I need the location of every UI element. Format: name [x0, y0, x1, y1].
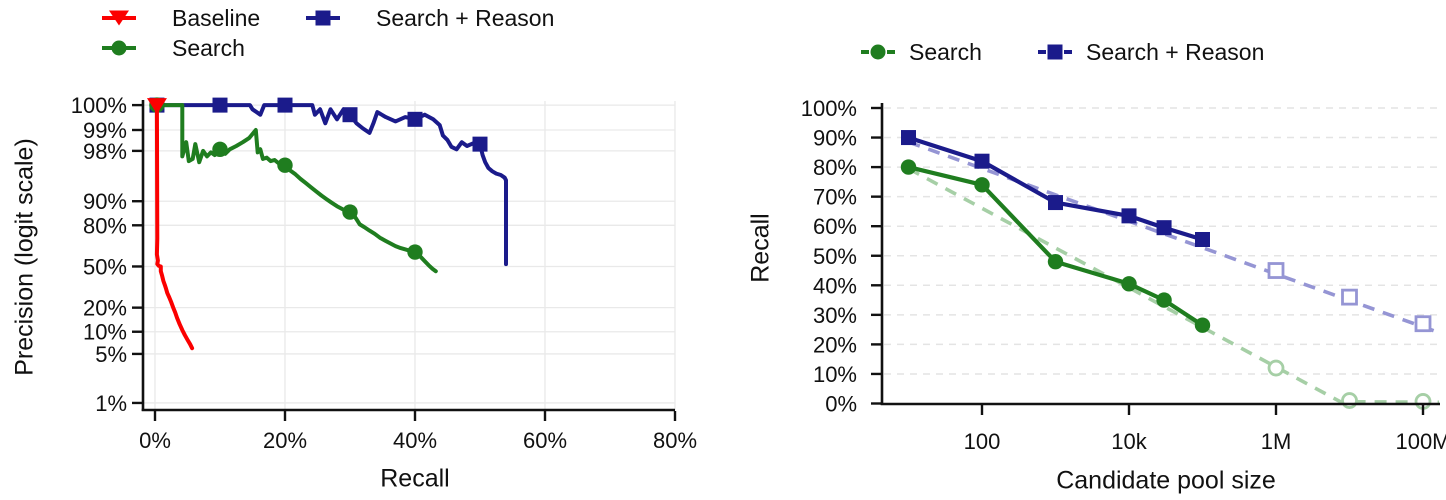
right-y-tick-label: 50% — [813, 244, 857, 269]
legend-label: Search + Reason — [1086, 38, 1265, 65]
circle-marker — [900, 159, 917, 175]
right-x-tick-label: 100 — [964, 429, 1001, 454]
left-y-tick-label: 99% — [83, 118, 127, 143]
open-circle-marker — [1341, 392, 1358, 409]
legend-label: Search — [172, 34, 245, 61]
right-y-tick-label: 80% — [813, 155, 857, 180]
right-y-tick-label: 30% — [813, 303, 857, 328]
circle-marker — [1047, 253, 1064, 270]
square-marker — [1121, 208, 1137, 224]
right-y-tick-label: 40% — [813, 273, 857, 298]
series-line-search — [154, 103, 438, 274]
open-square-marker — [1267, 262, 1285, 279]
right-y-tick-label: 60% — [813, 214, 857, 239]
legend-item-search: Search — [102, 33, 245, 63]
left-y-tick-label: 5% — [95, 342, 127, 367]
right-y-axis-title: Recall — [746, 213, 775, 283]
legend-item-baseline: Baseline — [102, 3, 260, 33]
series-line-search-reason — [154, 103, 508, 267]
left-x-tick-label: 20% — [263, 428, 307, 453]
right-y-tick-label: 20% — [813, 332, 857, 357]
search-legend-marker-icon — [861, 41, 895, 63]
right-x-tick-label: 100M — [1395, 429, 1446, 454]
right-y-tick-label: 90% — [813, 126, 857, 151]
circle-marker — [1194, 317, 1211, 333]
search-reason-legend-marker-icon — [306, 7, 340, 29]
baseline-legend-marker-icon — [102, 7, 136, 29]
circle-marker — [974, 177, 990, 193]
legend-item-search-reason: Search + Reason — [306, 3, 554, 33]
right-y-tick-label: 0% — [825, 392, 857, 417]
right-x-axis-title: Candidate pool size — [1056, 466, 1276, 495]
left-y-tick-label: 10% — [83, 320, 127, 345]
right-x-tick-label: 10k — [1111, 429, 1147, 454]
left-y-axis-title: Precision (logit scale) — [10, 138, 39, 376]
circle-icon — [111, 40, 127, 56]
series-line-baseline — [154, 103, 195, 351]
legend-label: Baseline — [172, 4, 261, 31]
left-y-tick-label: 90% — [83, 189, 127, 214]
left-x-axis-title: Recall — [380, 464, 450, 493]
legend-label: Search + Reason — [376, 4, 555, 31]
legend-label: Search — [909, 38, 982, 65]
left-y-tick-label: 80% — [83, 213, 127, 238]
open-square-marker — [1341, 288, 1358, 306]
open-square-marker — [1414, 315, 1432, 333]
square-marker — [407, 111, 423, 127]
square-marker — [1048, 195, 1063, 211]
circle-marker — [342, 204, 358, 220]
legend-item-search-right: Search — [861, 37, 982, 67]
square-marker — [974, 153, 990, 169]
left-y-tick-label: 100% — [71, 93, 127, 118]
circle-icon — [870, 44, 886, 60]
open-circle-marker — [1267, 359, 1285, 377]
square-icon — [1047, 44, 1063, 60]
left-x-tick-label: 60% — [523, 428, 567, 453]
right-y-tick-label: 10% — [813, 362, 857, 387]
square-marker — [472, 136, 488, 152]
left-x-tick-label: 80% — [653, 428, 697, 453]
left-x-tick-label: 0% — [139, 428, 171, 453]
left-x-tick-label: 40% — [393, 428, 437, 453]
trend-line-search — [907, 167, 1440, 405]
left-y-tick-label: 98% — [83, 139, 127, 164]
legend-item-search-reason-right: Search + Reason — [1038, 37, 1264, 67]
right-y-tick-label: 100% — [801, 96, 857, 121]
left-y-tick-label: 1% — [95, 391, 127, 416]
left-y-tick-label: 50% — [83, 254, 127, 279]
right-x-tick-label: 1M — [1261, 429, 1292, 454]
left-y-tick-label: 20% — [83, 296, 127, 321]
circle-marker — [277, 157, 293, 173]
circle-marker — [212, 141, 228, 158]
circle-marker — [407, 244, 423, 260]
square-marker — [1156, 220, 1172, 236]
right-y-tick-label: 70% — [813, 185, 857, 210]
triangle-down-icon — [109, 10, 129, 26]
square-marker — [901, 130, 916, 146]
square-marker — [1195, 231, 1210, 247]
circle-marker — [1156, 292, 1172, 308]
triangle-down-marker — [146, 98, 167, 115]
square-marker — [277, 97, 293, 113]
search-legend-marker-icon — [102, 37, 136, 59]
square-icon — [315, 10, 331, 26]
square-marker — [212, 97, 228, 113]
search-reason-legend-marker-icon — [1038, 41, 1072, 63]
square-marker — [342, 107, 358, 123]
circle-marker — [1121, 276, 1137, 292]
